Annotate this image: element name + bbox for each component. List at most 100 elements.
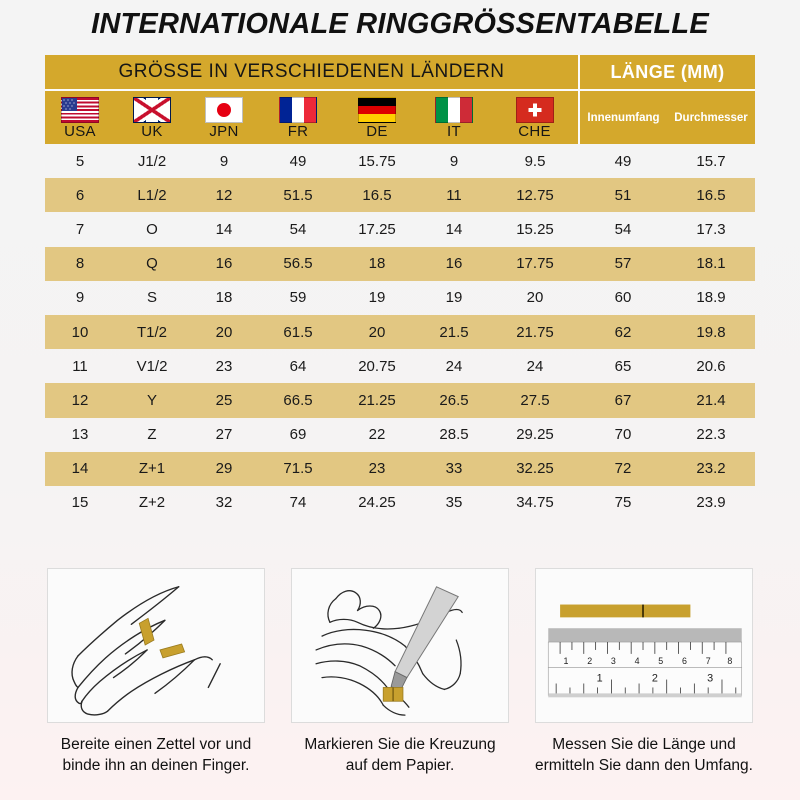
cell-fr: 69 [289, 426, 307, 444]
cell-innenumfang: 75 [614, 494, 632, 512]
instruction-panel-1: Bereite einen Zettel vor und binde ihn a… [42, 568, 270, 777]
cell-che: 29.25 [516, 426, 554, 444]
country-code-label: UK [141, 122, 163, 140]
cell-che: 21.75 [491, 314, 579, 350]
cell-fr: 49 [289, 152, 307, 170]
cell-it: 26.5 [417, 383, 491, 418]
cell-it: 24 [445, 357, 463, 375]
cell-fr: 54 [289, 220, 307, 238]
cell-de: 15.75 [358, 152, 396, 170]
cell-che: 20 [526, 289, 544, 307]
country-code-label: IT [447, 122, 461, 140]
cell-fr: 61.5 [259, 314, 337, 350]
cell-uk: S [146, 289, 157, 307]
flag-de-icon [358, 96, 396, 123]
cell-usa: 10 [45, 314, 115, 350]
cell-de: 21.25 [337, 383, 417, 418]
cell-innenumfang: 57 [579, 246, 667, 281]
cell-jpn: 16 [189, 246, 259, 281]
column-header-usa: USA [45, 89, 115, 144]
cell-uk: Z+1 [115, 451, 189, 486]
flag-usa-icon [61, 96, 99, 123]
cell-uk: Y [115, 383, 189, 418]
cell-it: 14 [445, 220, 463, 238]
cell-durchmesser: 23.9 [696, 494, 726, 512]
cell-usa: 9 [75, 289, 85, 307]
cell-fr: 74 [289, 494, 307, 512]
column-header-it: IT [417, 89, 491, 144]
cell-de: 23 [337, 451, 417, 486]
svg-text:3: 3 [611, 656, 616, 666]
cell-innenumfang: 65 [614, 357, 632, 375]
table-group-header-row: GRÖSSE IN VERSCHIEDENEN LÄNDERN LÄNGE (M… [45, 55, 756, 90]
country-code-label: FR [287, 122, 309, 140]
instruction-panels: Bereite einen Zettel vor und binde ihn a… [0, 568, 800, 777]
cell-uk: J1/2 [137, 152, 167, 170]
table-row: 6 L1/2 12 51.5 16.5 11 12.75 51 16.5 [45, 178, 756, 213]
cell-che: 12.75 [491, 178, 579, 213]
flag-uk-icon [133, 96, 171, 123]
cell-usa: 5 [75, 152, 85, 170]
cell-de: 17.25 [358, 220, 396, 238]
cell-durchmesser: 21.4 [667, 383, 756, 418]
group-header-countries: GRÖSSE IN VERSCHIEDENEN LÄNDERN [45, 55, 579, 90]
cell-it: 33 [417, 451, 491, 486]
cell-che: 9.5 [524, 152, 546, 170]
cell-usa: 13 [71, 426, 89, 444]
cell-it: 35 [445, 494, 463, 512]
ring-size-table: GRÖSSE IN VERSCHIEDENEN LÄNDERN LÄNGE (M… [45, 55, 756, 520]
country-code-label: DE [366, 122, 388, 140]
cell-fr: 56.5 [259, 246, 337, 281]
cell-jpn: 25 [189, 383, 259, 418]
cell-it: 19 [445, 289, 463, 307]
cell-durchmesser: 19.8 [667, 314, 756, 350]
table-country-header-row: USA UK JPN FR DE [45, 89, 756, 144]
table-row: 15 Z+2 32 74 24.25 35 34.75 75 23.9 [45, 486, 755, 520]
ring-size-table-container: GRÖSSE IN VERSCHIEDENEN LÄNDERN LÄNGE (M… [45, 55, 756, 520]
cell-uk: O [146, 220, 158, 238]
table-row: 8 Q 16 56.5 18 16 17.75 57 18.1 [45, 246, 756, 281]
table-row: 14 Z+1 29 71.5 23 33 32.25 72 23.2 [45, 451, 756, 486]
cell-jpn: 27 [215, 426, 233, 444]
cell-it: 11 [417, 178, 491, 213]
column-header-innenumfang: Innenumfang [578, 89, 667, 144]
cell-durchmesser: 16.5 [667, 178, 756, 213]
cell-uk: T1/2 [115, 314, 189, 350]
hand-marking-strip-with-pen-illustration [291, 568, 509, 723]
flag-che-icon [515, 96, 554, 123]
hand-with-paper-strip-illustration [47, 568, 265, 723]
cell-de: 20 [337, 314, 417, 350]
flag-jpn-icon [205, 96, 243, 123]
cell-usa: 7 [75, 220, 85, 238]
svg-text:1: 1 [564, 656, 569, 666]
cell-durchmesser: 20.6 [696, 357, 726, 375]
cell-jpn: 18 [215, 289, 233, 307]
instruction-caption: Messen Sie die Länge und ermitteln Sie d… [535, 736, 753, 774]
cell-durchmesser: 23.2 [667, 451, 756, 486]
cell-innenumfang: 67 [579, 383, 667, 418]
cell-che: 34.75 [516, 494, 554, 512]
svg-text:1: 1 [597, 673, 603, 685]
cell-che: 24 [526, 357, 544, 375]
svg-text:4: 4 [635, 656, 640, 666]
table-row: 10 T1/2 20 61.5 20 21.5 21.75 62 19.8 [45, 314, 756, 350]
cell-fr: 64 [289, 357, 307, 375]
page-title: INTERNATIONALE RINGGRÖSSENTABELLE [91, 8, 709, 40]
cell-de: 20.75 [358, 357, 396, 375]
cell-usa: 6 [45, 178, 115, 213]
cell-usa: 15 [71, 494, 89, 512]
instruction-panel-2: Markieren Sie die Kreuzung auf dem Papie… [286, 568, 514, 777]
table-row: 7 O 14 54 17.25 14 15.25 54 17.3 [45, 212, 755, 246]
svg-text:8: 8 [727, 656, 732, 666]
cell-it: 28.5 [439, 426, 469, 444]
cell-de: 24.25 [358, 494, 396, 512]
cell-che: 27.5 [491, 383, 579, 418]
flag-fr-icon [279, 96, 317, 123]
cell-de: 16.5 [337, 178, 417, 213]
cell-uk: Z+2 [138, 494, 166, 512]
cell-jpn: 12 [189, 178, 259, 213]
cell-uk: Q [115, 246, 189, 281]
cell-jpn: 20 [189, 314, 259, 350]
